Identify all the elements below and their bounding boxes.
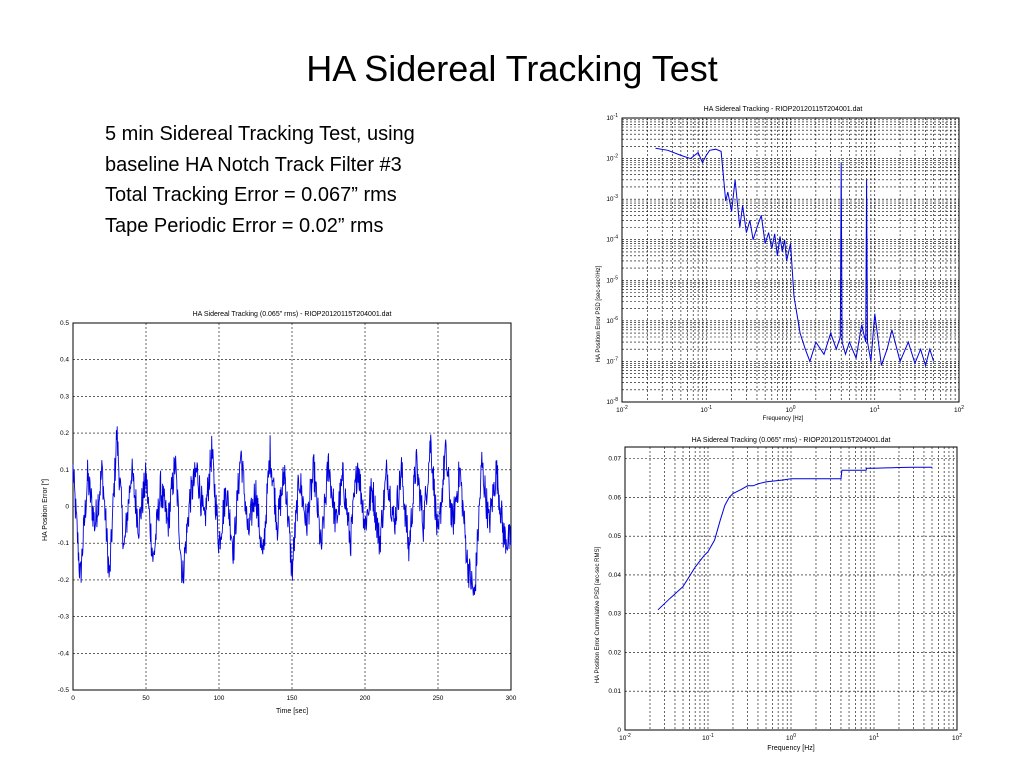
- y-tick-label: 10-7: [606, 356, 618, 365]
- series-group: [72, 426, 512, 596]
- x-tick-label: 200: [360, 695, 371, 702]
- y-tick-label: 10-5: [606, 275, 618, 284]
- plot-area: 0 50 100 150 200 250 300 0.5 0.4 0.3 0.2 0.1 0 -0.1 -…: [58, 320, 517, 702]
- x-axis-label: Frequency [Hz]: [763, 416, 804, 422]
- x-tick-label: 10-1: [702, 733, 714, 742]
- y-tick-label: 0.2: [60, 430, 69, 437]
- slide-title: HA Sidereal Tracking Test: [306, 48, 718, 89]
- x-tick-label: 0: [71, 695, 75, 702]
- cumulative-psd-chart: HA Sidereal Tracking (0.065" rms) - RIOP…: [595, 437, 962, 752]
- y-tick-label: -0.2: [58, 577, 70, 584]
- y-tick-label: 10-3: [606, 194, 618, 203]
- y-tick-label: 0.4: [60, 357, 69, 364]
- summary-line: Total Tracking Error = 0.067” rms: [105, 184, 397, 206]
- x-axis-label: Frequency [Hz]: [767, 745, 815, 752]
- y-tick-label: 0: [65, 504, 69, 511]
- summary-line: baseline HA Notch Track Filter #3: [105, 153, 402, 176]
- series-group: [655, 147, 935, 368]
- x-tick-label: 10-2: [619, 733, 631, 742]
- x-ticks: 10-2 10-1 100 101 102: [616, 405, 964, 414]
- y-tick-label: 0.05: [608, 533, 621, 540]
- y-tick-label: -0.3: [58, 614, 70, 621]
- y-tick-label: 0.06: [608, 494, 621, 501]
- x-tick-label: 10-1: [700, 405, 712, 414]
- y-tick-label: -0.4: [58, 650, 70, 657]
- x-tick-label: 50: [142, 695, 150, 702]
- x-ticks: 10-2 10-1 100 101 102: [619, 733, 962, 742]
- y-tick-label: -0.5: [58, 687, 70, 694]
- plot-area: 10-2 10-1 100 101 102 10-810-710-610-510-410…: [606, 113, 964, 414]
- y-ticks: 0 0.01 0.02 0.03 0.04 0.05 0.06 0.07: [608, 456, 621, 734]
- series-group: [657, 466, 932, 611]
- summary-text-block: 5 min Sidereal Tracking Test, using base…: [105, 119, 535, 241]
- data-series-line: [657, 466, 932, 611]
- y-tick-label: 10-4: [606, 235, 618, 244]
- y-tick-label: 0.04: [608, 572, 621, 579]
- data-series-line: [72, 426, 512, 596]
- x-tick-label: 100: [785, 405, 795, 414]
- y-axis-label: HA Position Error ["]: [42, 479, 49, 541]
- psd-chart: HA Sidereal Tracking - RIOP20120115T2040…: [596, 106, 964, 422]
- x-ticks: 0 50 100 150 200 250 300: [71, 695, 517, 702]
- y-tick-label: 0.3: [60, 393, 69, 400]
- y-axis-label: HA Position Error Cummulative PSD [arc-s…: [595, 546, 601, 683]
- x-tick-label: 300: [506, 695, 517, 702]
- time-series-chart: HA Sidereal Tracking (0.065" rms) - RIOP…: [42, 311, 517, 715]
- y-tick-label: 0.03: [608, 611, 621, 618]
- y-tick-label: 0.01: [608, 688, 621, 695]
- summary-line: Tape Periodic Error = 0.02” rms: [105, 214, 384, 237]
- y-tick-label: 0.02: [608, 649, 621, 656]
- y-tick-label: 10-1: [606, 113, 618, 122]
- y-tick-label: 0: [617, 727, 621, 734]
- y-ticks: 0.5 0.4 0.3 0.2 0.1 0 -0.1 -0.2 -0.3 -0.4 -0.5: [58, 320, 70, 694]
- x-tick-label: 101: [870, 405, 880, 414]
- x-tick-label: 100: [786, 733, 796, 742]
- y-tick-label: 0.5: [60, 320, 69, 327]
- data-series-line: [655, 147, 935, 368]
- chart-title: HA Sidereal Tracking - RIOP20120115T2040…: [704, 106, 863, 113]
- grid: [625, 447, 957, 730]
- y-ticks: 10-8 10-7 10-6 10-5 10-4 10-3 10-2 10-1: [606, 113, 618, 406]
- x-tick-label: 150: [287, 695, 298, 702]
- plot-area: 10-2 10-1 100 101 102 00.010.020.030.040.050…: [608, 446, 962, 742]
- y-tick-label: -0.1: [58, 540, 70, 547]
- y-tick-label: 0.07: [608, 456, 621, 463]
- x-tick-label: 250: [433, 695, 444, 702]
- x-tick-label: 101: [869, 733, 879, 742]
- summary-line: 5 min Sidereal Tracking Test, using: [105, 123, 415, 145]
- chart-title: HA Sidereal Tracking (0.065" rms) - RIOP…: [692, 437, 891, 444]
- y-axis-label: HA Position Error PSD [sec-sec²/Hz]: [596, 265, 602, 362]
- chart-title: HA Sidereal Tracking (0.065" rms) - RIOP…: [193, 311, 392, 318]
- x-tick-label: 102: [952, 733, 962, 742]
- x-tick-label: 100: [214, 695, 225, 702]
- y-tick-label: 10-2: [606, 154, 618, 163]
- y-tick-label: 0.1: [60, 467, 69, 474]
- y-tick-label: 10-8: [606, 397, 618, 406]
- x-tick-label: 102: [954, 405, 964, 414]
- x-axis-label: Time [sec]: [276, 708, 308, 715]
- y-tick-label: 10-6: [606, 316, 618, 325]
- x-tick-label: 10-2: [616, 405, 628, 414]
